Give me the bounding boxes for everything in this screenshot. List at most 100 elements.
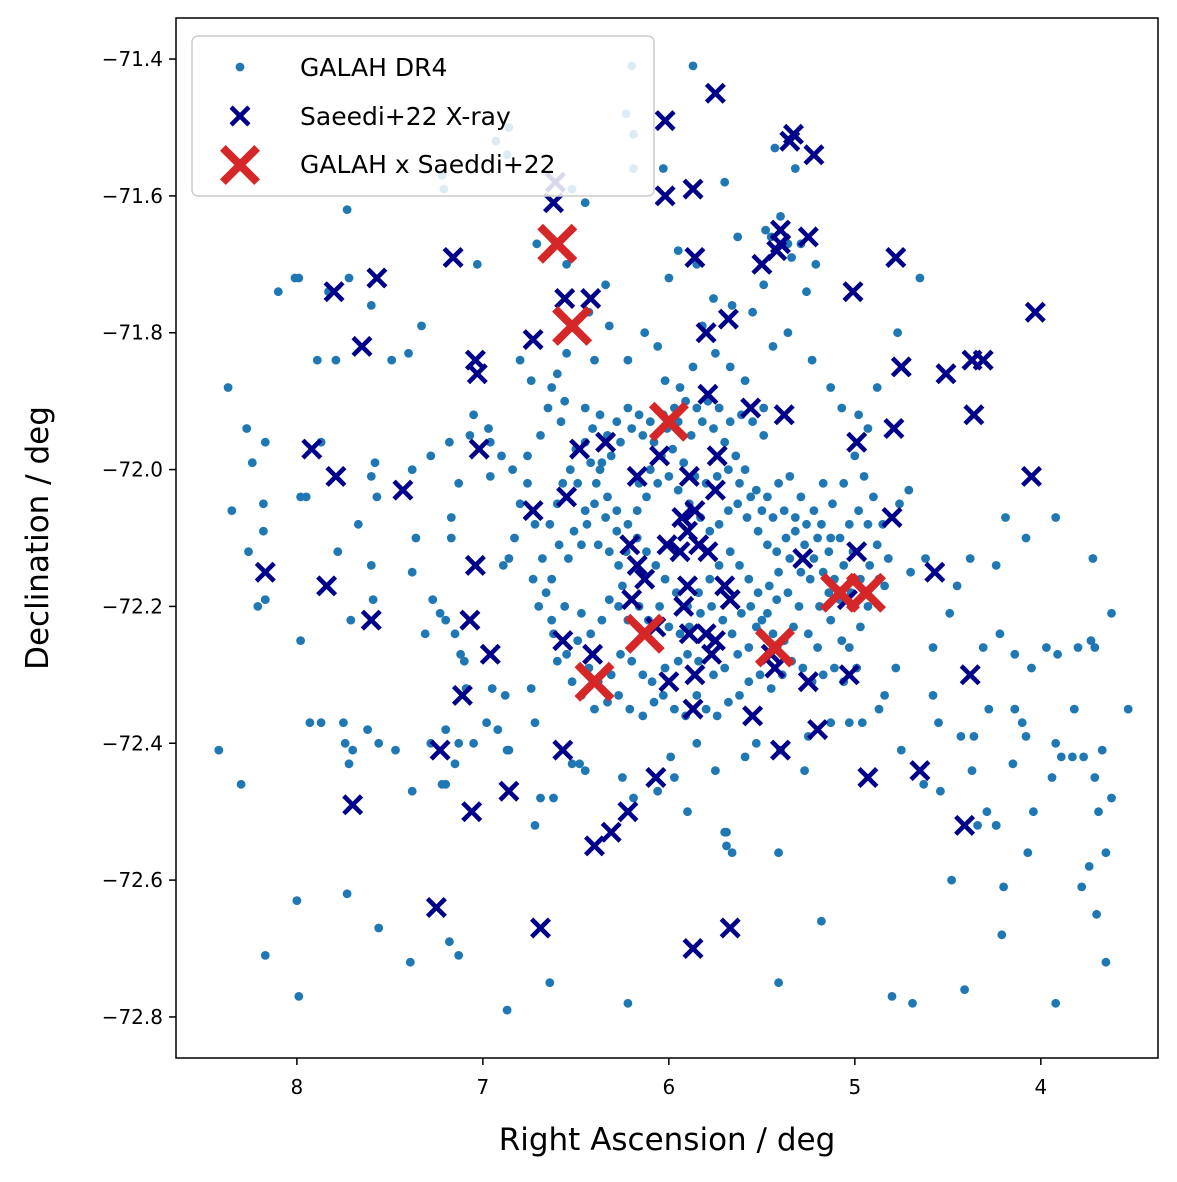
galah-point — [863, 602, 873, 611]
saeedi-xray-point — [682, 938, 704, 959]
saeedi-xray-point — [584, 835, 605, 857]
galah-point — [407, 465, 417, 474]
galah-point — [1010, 704, 1020, 714]
galah-point — [260, 437, 270, 447]
galah-point — [487, 684, 497, 693]
galah-point — [826, 383, 836, 392]
galah-point — [906, 567, 915, 577]
galah-point — [342, 889, 352, 899]
galah-point — [485, 437, 495, 447]
galah-point — [404, 348, 413, 358]
galah-point — [839, 478, 849, 488]
galah-point — [714, 561, 724, 570]
galah-point — [945, 608, 955, 618]
galah-point — [417, 321, 426, 331]
galah-point — [658, 164, 668, 173]
galah-point — [445, 937, 454, 947]
galah-point — [751, 622, 761, 632]
galah-point — [803, 629, 813, 639]
saeedi-xray-point — [797, 226, 819, 248]
galah-point — [1101, 957, 1111, 967]
galah-point — [768, 342, 778, 351]
galah-point — [735, 561, 744, 570]
series-saeedi-xray-point — [254, 82, 1046, 959]
galah-point — [253, 602, 263, 611]
galah-point — [580, 766, 590, 775]
galah-point — [428, 595, 438, 604]
galah-point — [707, 602, 716, 611]
galah-point — [720, 827, 730, 837]
galah-point — [1001, 513, 1010, 522]
saeedi-xray-point — [717, 308, 739, 330]
saeedi-xray-point — [959, 664, 981, 686]
galah-point — [604, 321, 614, 331]
galah-point — [573, 636, 583, 645]
galah-point — [368, 595, 378, 604]
galah-point — [740, 376, 750, 385]
saeedi-xray-point — [634, 568, 656, 590]
x-tick-label: 7 — [477, 1075, 490, 1099]
galah-point — [692, 403, 702, 413]
galah-point — [640, 328, 650, 338]
saeedi-xray-point — [556, 486, 578, 508]
galah-point — [802, 287, 811, 297]
galah-point — [725, 362, 735, 372]
saeedi-xray-point — [673, 595, 695, 617]
legend: GALAH DR4 Saeedi+22 X-ray GALAH x Saeddi… — [191, 35, 655, 197]
galah-point — [372, 492, 382, 502]
galah-point — [872, 383, 882, 392]
saeedi-xray-point — [704, 479, 726, 501]
galah-point — [763, 540, 772, 550]
galah-point — [344, 273, 354, 283]
galah-point — [214, 745, 224, 755]
galah-point — [675, 383, 685, 392]
galah-point — [859, 472, 869, 481]
galah-point — [802, 519, 811, 529]
galah-point — [564, 554, 573, 563]
galah-point — [344, 759, 354, 769]
saeedi-xray-point — [682, 178, 704, 200]
saeedi-xray-point — [429, 739, 451, 761]
galah-point — [493, 725, 503, 734]
galah-point — [973, 821, 982, 830]
saeedi-xray-point — [442, 247, 464, 268]
galah-point — [670, 773, 679, 782]
galah-point — [813, 533, 822, 543]
galah-point — [1051, 513, 1061, 522]
galah-point — [844, 718, 854, 728]
legend-marker-galah — [235, 62, 245, 72]
galah-point — [331, 355, 341, 365]
galah-point — [670, 704, 679, 714]
galah-point — [565, 465, 575, 474]
galah-point — [790, 164, 800, 173]
galah-point — [558, 478, 568, 488]
galah-point — [880, 691, 889, 700]
saeedi-xray-point — [522, 500, 544, 522]
saeedi-xray-point — [846, 541, 868, 563]
galah-point — [895, 499, 904, 509]
galah-point — [746, 602, 756, 611]
saeedi-xray-point — [366, 267, 388, 289]
x-tick-label: 6 — [662, 1075, 675, 1099]
galah-point — [273, 287, 283, 297]
galah-point — [353, 519, 363, 529]
saeedi-xray-point — [719, 917, 741, 939]
galah-point — [991, 561, 1001, 570]
saeedi-xray-point — [742, 705, 764, 727]
series-crossmatch-point — [537, 223, 886, 702]
galah-point — [638, 431, 648, 440]
galah-point — [590, 355, 599, 365]
saeedi-xray-point — [554, 288, 576, 309]
saeedi-xray-point — [649, 445, 671, 467]
galah-point — [720, 663, 730, 673]
crossmatch-point — [624, 613, 665, 654]
galah-point — [891, 663, 901, 673]
galah-point — [785, 472, 795, 481]
galah-point — [688, 362, 698, 372]
galah-point — [997, 930, 1007, 940]
saeedi-xray-point — [600, 821, 622, 843]
galah-point — [1068, 752, 1077, 762]
galah-point — [342, 205, 352, 215]
galah-point — [984, 704, 994, 714]
galah-point — [800, 766, 809, 775]
